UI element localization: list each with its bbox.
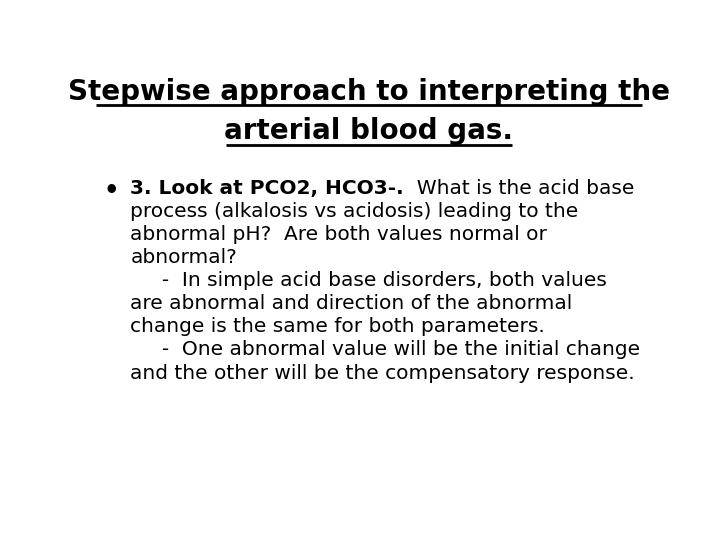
Text: arterial blood gas.: arterial blood gas. bbox=[225, 117, 513, 145]
Text: 3. Look at PCO2, HCO3-.: 3. Look at PCO2, HCO3-. bbox=[130, 179, 404, 198]
Text: are abnormal and direction of the abnormal: are abnormal and direction of the abnorm… bbox=[130, 294, 572, 313]
Text: What is the acid base: What is the acid base bbox=[404, 179, 634, 198]
Text: Stepwise approach to interpreting the: Stepwise approach to interpreting the bbox=[68, 78, 670, 106]
Text: abnormal?: abnormal? bbox=[130, 248, 237, 267]
Text: -  One abnormal value will be the initial change: - One abnormal value will be the initial… bbox=[130, 340, 640, 360]
Text: and the other will be the compensatory response.: and the other will be the compensatory r… bbox=[130, 363, 635, 382]
Text: abnormal pH?  Are both values normal or: abnormal pH? Are both values normal or bbox=[130, 225, 547, 244]
Text: -  In simple acid base disorders, both values: - In simple acid base disorders, both va… bbox=[130, 271, 607, 290]
Text: •: • bbox=[104, 179, 120, 202]
Text: process (alkalosis vs acidosis) leading to the: process (alkalosis vs acidosis) leading … bbox=[130, 202, 579, 221]
Text: change is the same for both parameters.: change is the same for both parameters. bbox=[130, 318, 545, 336]
